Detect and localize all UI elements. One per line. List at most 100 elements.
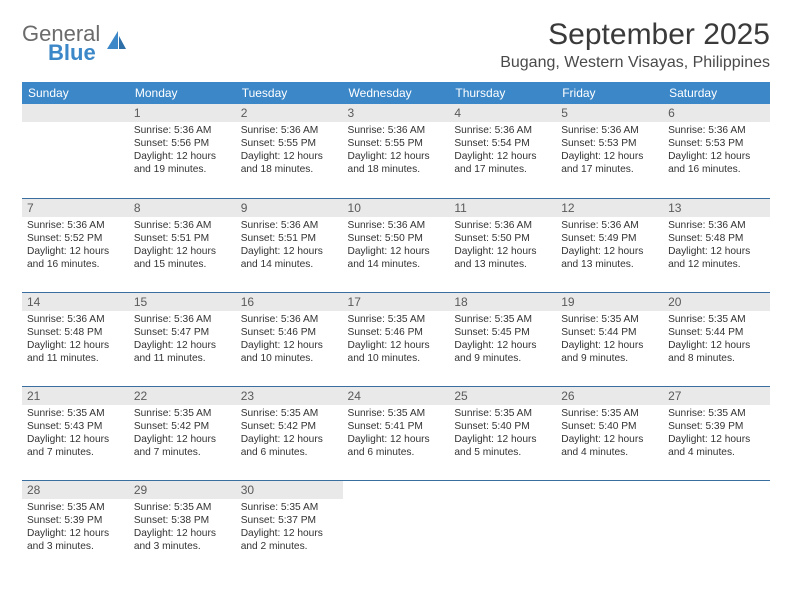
sunset-text: Sunset: 5:52 PM <box>27 232 124 245</box>
day-details: Sunrise: 5:35 AMSunset: 5:43 PMDaylight:… <box>22 405 129 463</box>
day-cell: 13Sunrise: 5:36 AMSunset: 5:48 PMDayligh… <box>663 198 770 286</box>
day-cell: 22Sunrise: 5:35 AMSunset: 5:42 PMDayligh… <box>129 386 236 474</box>
day-details: Sunrise: 5:35 AMSunset: 5:45 PMDaylight:… <box>449 311 556 369</box>
sunset-text: Sunset: 5:39 PM <box>27 514 124 527</box>
sunrise-text: Sunrise: 5:36 AM <box>348 124 445 137</box>
day-cell: 24Sunrise: 5:35 AMSunset: 5:41 PMDayligh… <box>343 386 450 474</box>
day-details: Sunrise: 5:35 AMSunset: 5:42 PMDaylight:… <box>129 405 236 463</box>
daylight-text: Daylight: 12 hours and 11 minutes. <box>27 339 124 365</box>
week-row: 14Sunrise: 5:36 AMSunset: 5:48 PMDayligh… <box>22 292 770 380</box>
sunrise-text: Sunrise: 5:36 AM <box>561 219 658 232</box>
day-details: Sunrise: 5:36 AMSunset: 5:52 PMDaylight:… <box>22 217 129 275</box>
sunrise-text: Sunrise: 5:35 AM <box>134 407 231 420</box>
sunrise-text: Sunrise: 5:35 AM <box>668 313 765 326</box>
sunset-text: Sunset: 5:51 PM <box>134 232 231 245</box>
daylight-text: Daylight: 12 hours and 4 minutes. <box>668 433 765 459</box>
dayhead-thu: Thursday <box>449 82 556 104</box>
day-number: 1 <box>129 104 236 122</box>
day-number-empty <box>22 104 129 122</box>
sunset-text: Sunset: 5:48 PM <box>27 326 124 339</box>
day-details: Sunrise: 5:36 AMSunset: 5:48 PMDaylight:… <box>663 217 770 275</box>
sunrise-text: Sunrise: 5:36 AM <box>134 313 231 326</box>
sunset-text: Sunset: 5:53 PM <box>668 137 765 150</box>
daylight-text: Daylight: 12 hours and 12 minutes. <box>668 245 765 271</box>
sunset-text: Sunset: 5:37 PM <box>241 514 338 527</box>
day-cell: 20Sunrise: 5:35 AMSunset: 5:44 PMDayligh… <box>663 292 770 380</box>
day-details: Sunrise: 5:36 AMSunset: 5:55 PMDaylight:… <box>343 122 450 180</box>
day-cell: 29Sunrise: 5:35 AMSunset: 5:38 PMDayligh… <box>129 480 236 568</box>
sunset-text: Sunset: 5:42 PM <box>134 420 231 433</box>
day-cell <box>556 480 663 568</box>
sunset-text: Sunset: 5:40 PM <box>454 420 551 433</box>
dayhead-fri: Friday <box>556 82 663 104</box>
sunset-text: Sunset: 5:50 PM <box>454 232 551 245</box>
day-details: Sunrise: 5:36 AMSunset: 5:54 PMDaylight:… <box>449 122 556 180</box>
sunset-text: Sunset: 5:46 PM <box>241 326 338 339</box>
day-cell: 27Sunrise: 5:35 AMSunset: 5:39 PMDayligh… <box>663 386 770 474</box>
day-details: Sunrise: 5:36 AMSunset: 5:46 PMDaylight:… <box>236 311 343 369</box>
day-details: Sunrise: 5:35 AMSunset: 5:46 PMDaylight:… <box>343 311 450 369</box>
day-number: 16 <box>236 293 343 311</box>
day-number: 2 <box>236 104 343 122</box>
day-details: Sunrise: 5:35 AMSunset: 5:44 PMDaylight:… <box>663 311 770 369</box>
sunset-text: Sunset: 5:38 PM <box>134 514 231 527</box>
day-cell: 11Sunrise: 5:36 AMSunset: 5:50 PMDayligh… <box>449 198 556 286</box>
day-details: Sunrise: 5:36 AMSunset: 5:51 PMDaylight:… <box>236 217 343 275</box>
sunset-text: Sunset: 5:53 PM <box>561 137 658 150</box>
daylight-text: Daylight: 12 hours and 6 minutes. <box>348 433 445 459</box>
day-number: 27 <box>663 387 770 405</box>
sunrise-text: Sunrise: 5:35 AM <box>134 501 231 514</box>
sunset-text: Sunset: 5:44 PM <box>561 326 658 339</box>
month-title: September 2025 <box>500 18 770 52</box>
daylight-text: Daylight: 12 hours and 19 minutes. <box>134 150 231 176</box>
day-details: Sunrise: 5:35 AMSunset: 5:44 PMDaylight:… <box>556 311 663 369</box>
day-details: Sunrise: 5:36 AMSunset: 5:51 PMDaylight:… <box>129 217 236 275</box>
sunrise-text: Sunrise: 5:35 AM <box>27 407 124 420</box>
day-number: 17 <box>343 293 450 311</box>
day-number: 22 <box>129 387 236 405</box>
day-cell: 1Sunrise: 5:36 AMSunset: 5:56 PMDaylight… <box>129 104 236 192</box>
sunrise-text: Sunrise: 5:35 AM <box>241 501 338 514</box>
day-number: 13 <box>663 199 770 217</box>
day-number: 11 <box>449 199 556 217</box>
sunrise-text: Sunrise: 5:35 AM <box>454 407 551 420</box>
sunset-text: Sunset: 5:55 PM <box>348 137 445 150</box>
day-number: 14 <box>22 293 129 311</box>
day-number: 19 <box>556 293 663 311</box>
day-number: 25 <box>449 387 556 405</box>
sunrise-text: Sunrise: 5:36 AM <box>668 219 765 232</box>
day-number: 8 <box>129 199 236 217</box>
sunset-text: Sunset: 5:43 PM <box>27 420 124 433</box>
daylight-text: Daylight: 12 hours and 9 minutes. <box>561 339 658 365</box>
sunrise-text: Sunrise: 5:36 AM <box>27 313 124 326</box>
sunrise-text: Sunrise: 5:36 AM <box>241 313 338 326</box>
calendar-table: Sunday Monday Tuesday Wednesday Thursday… <box>22 82 770 568</box>
day-cell: 10Sunrise: 5:36 AMSunset: 5:50 PMDayligh… <box>343 198 450 286</box>
daylight-text: Daylight: 12 hours and 2 minutes. <box>241 527 338 553</box>
day-details: Sunrise: 5:36 AMSunset: 5:53 PMDaylight:… <box>663 122 770 180</box>
dayhead-tue: Tuesday <box>236 82 343 104</box>
daylight-text: Daylight: 12 hours and 9 minutes. <box>454 339 551 365</box>
day-details: Sunrise: 5:35 AMSunset: 5:39 PMDaylight:… <box>663 405 770 463</box>
dayhead-sat: Saturday <box>663 82 770 104</box>
sunset-text: Sunset: 5:56 PM <box>134 137 231 150</box>
day-details: Sunrise: 5:35 AMSunset: 5:40 PMDaylight:… <box>449 405 556 463</box>
day-cell: 3Sunrise: 5:36 AMSunset: 5:55 PMDaylight… <box>343 104 450 192</box>
day-cell: 9Sunrise: 5:36 AMSunset: 5:51 PMDaylight… <box>236 198 343 286</box>
dayhead-wed: Wednesday <box>343 82 450 104</box>
day-cell <box>449 480 556 568</box>
day-cell: 18Sunrise: 5:35 AMSunset: 5:45 PMDayligh… <box>449 292 556 380</box>
sunrise-text: Sunrise: 5:35 AM <box>241 407 338 420</box>
sunset-text: Sunset: 5:55 PM <box>241 137 338 150</box>
day-details: Sunrise: 5:36 AMSunset: 5:56 PMDaylight:… <box>129 122 236 180</box>
day-cell <box>22 104 129 192</box>
dayhead-sun: Sunday <box>22 82 129 104</box>
day-cell <box>343 480 450 568</box>
daylight-text: Daylight: 12 hours and 10 minutes. <box>241 339 338 365</box>
day-details: Sunrise: 5:36 AMSunset: 5:55 PMDaylight:… <box>236 122 343 180</box>
sunset-text: Sunset: 5:51 PM <box>241 232 338 245</box>
day-number: 6 <box>663 104 770 122</box>
daylight-text: Daylight: 12 hours and 18 minutes. <box>241 150 338 176</box>
sunrise-text: Sunrise: 5:35 AM <box>668 407 765 420</box>
daylight-text: Daylight: 12 hours and 18 minutes. <box>348 150 445 176</box>
